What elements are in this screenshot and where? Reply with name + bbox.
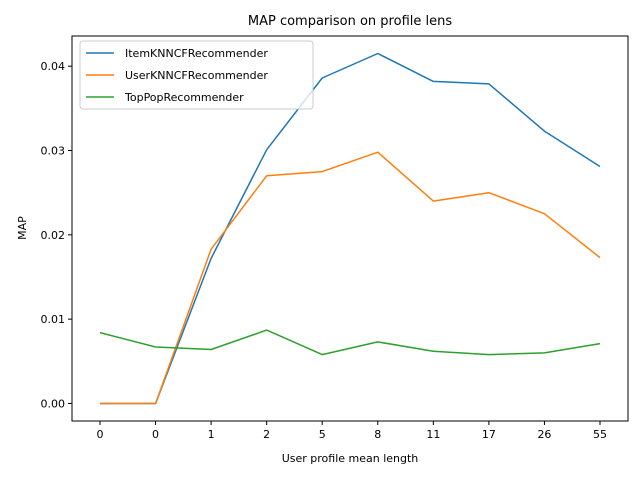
y-tick-label: 0.04: [41, 60, 66, 73]
x-tick-label: 8: [374, 428, 381, 441]
legend-label-2: TopPopRecommender: [124, 91, 244, 104]
legend-label-1: UserKNNCFRecommender: [125, 69, 268, 82]
y-axis-label: MAP: [16, 216, 29, 240]
legend: ItemKNNCFRecommender UserKNNCFRecommender…: [79, 40, 314, 110]
y-tick-label: 0.02: [41, 229, 66, 242]
series-line-2: [99, 329, 601, 356]
x-axis-label: User profile mean length: [282, 452, 419, 465]
y-tick-label: 0.03: [41, 145, 66, 158]
series-line-0: [100, 52, 601, 405]
y-tick-label: 0.01: [41, 313, 66, 326]
x-tick-label: 26: [537, 428, 551, 441]
legend-box: [79, 40, 314, 110]
y-tick-label: 0.00: [41, 397, 66, 410]
series-line-1: [100, 151, 601, 405]
x-tick-label: 55: [593, 428, 607, 441]
x-tick-label: 2: [263, 428, 270, 441]
plot-lines: [99, 52, 601, 405]
x-tick-label: 1: [208, 428, 215, 441]
x-axis: 0 0 1 2 5 8 11 17 26 55: [97, 421, 607, 441]
plot-frame: [71, 35, 629, 422]
x-tick-label: 0: [97, 428, 104, 441]
x-tick-label: 17: [482, 428, 496, 441]
x-tick-label: 5: [319, 428, 326, 441]
chart-title: MAP comparison on profile lens: [248, 14, 452, 29]
x-tick-label: 11: [426, 428, 440, 441]
x-tick-label: 0: [152, 428, 159, 441]
y-axis: 0.00 0.01 0.02 0.03 0.04: [41, 60, 72, 410]
legend-label-0: ItemKNNCFRecommender: [125, 47, 268, 60]
